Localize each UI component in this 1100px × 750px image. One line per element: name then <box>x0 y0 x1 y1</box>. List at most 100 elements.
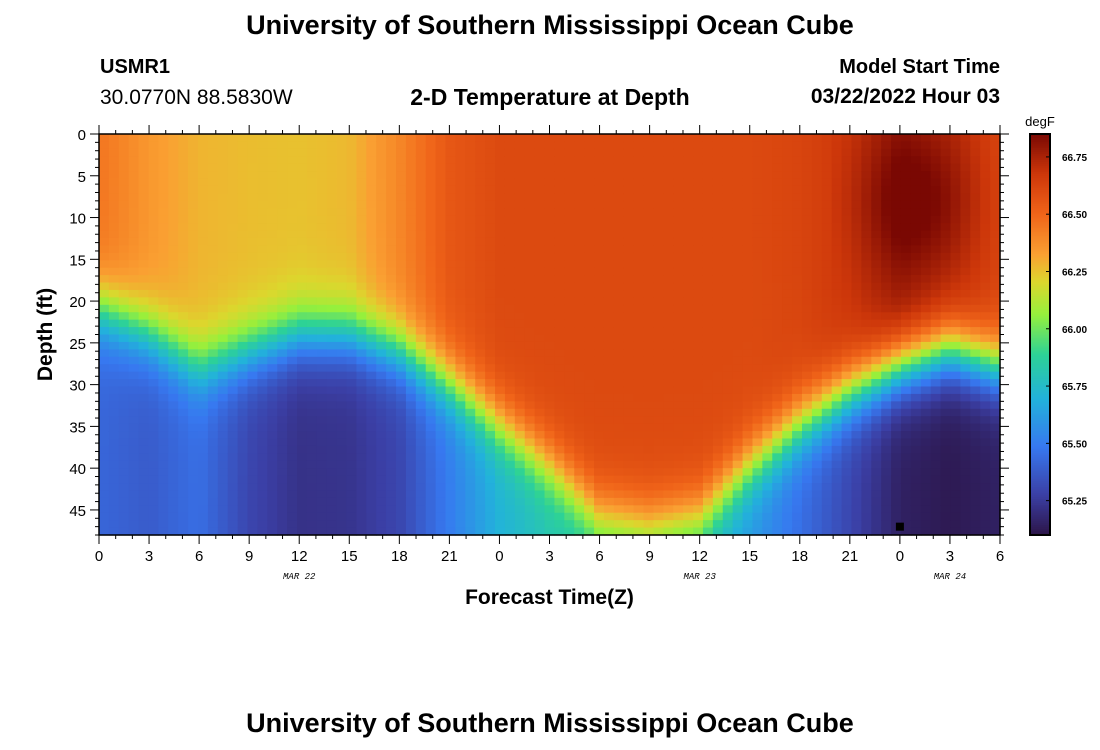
heatmap-cell <box>821 349 833 358</box>
heatmap-cell <box>227 356 239 365</box>
heatmap-cell <box>514 267 526 276</box>
heatmap-cell <box>465 520 476 529</box>
heatmap-cell <box>930 141 942 150</box>
heatmap-cell <box>752 148 763 157</box>
heatmap-cell <box>673 260 684 269</box>
heatmap-cell <box>534 512 546 521</box>
heatmap-cell <box>722 483 734 492</box>
heatmap-cell <box>683 282 694 291</box>
heatmap-cell <box>881 327 892 336</box>
heatmap-cell <box>405 371 417 380</box>
heatmap-cell <box>108 148 120 157</box>
heatmap-cell <box>396 304 407 313</box>
heatmap-cell <box>554 490 565 499</box>
heatmap-cell <box>821 260 833 269</box>
heatmap-cell <box>445 327 457 336</box>
heatmap-cell <box>445 297 457 306</box>
heatmap-cell <box>960 148 971 157</box>
heatmap-cell <box>316 171 328 180</box>
heatmap-cell <box>603 379 615 388</box>
heatmap-cell <box>920 393 932 402</box>
heatmap-cell <box>237 297 249 306</box>
heatmap-cell <box>990 334 1001 343</box>
heatmap-cell <box>277 364 288 373</box>
heatmap-cell <box>356 215 367 224</box>
heatmap-cell <box>920 282 932 291</box>
heatmap-cell <box>910 356 922 365</box>
heatmap-cell <box>475 200 486 209</box>
heatmap-cell <box>881 349 892 358</box>
heatmap-cell <box>920 260 932 269</box>
heatmap-cell <box>346 483 358 492</box>
heatmap-cell <box>841 431 853 440</box>
heatmap-cell <box>960 460 971 469</box>
heatmap-cell <box>306 356 318 365</box>
heatmap-cell <box>821 460 833 469</box>
heatmap-cell <box>158 438 169 447</box>
heatmap-cell <box>465 379 476 388</box>
heatmap-cell <box>485 208 496 217</box>
heatmap-cell <box>376 200 387 209</box>
heatmap-cell <box>534 453 546 462</box>
heatmap-cell <box>762 282 773 291</box>
heatmap-cell <box>930 379 942 388</box>
heatmap-cell <box>326 356 338 365</box>
heatmap-cell <box>366 260 377 269</box>
heatmap-cell <box>861 423 872 432</box>
heatmap-cell <box>504 341 516 350</box>
heatmap-cell <box>108 171 120 180</box>
heatmap-cell <box>722 438 734 447</box>
heatmap-cell <box>257 423 268 432</box>
heatmap-cell <box>217 275 229 284</box>
heatmap-cell <box>742 490 754 499</box>
heatmap-cell <box>792 245 803 254</box>
heatmap-cell <box>950 275 961 284</box>
heatmap-cell <box>831 200 843 209</box>
heatmap-cell <box>168 364 179 373</box>
heatmap-cell <box>673 275 684 284</box>
heatmap-cell <box>287 208 298 217</box>
heatmap-cell <box>257 438 268 447</box>
heatmap-cell <box>356 319 367 328</box>
heatmap-cell <box>673 379 684 388</box>
heatmap-cell <box>603 423 615 432</box>
heatmap-cell <box>227 171 239 180</box>
heatmap-cell <box>564 193 575 202</box>
heatmap-cell <box>564 468 575 477</box>
heatmap-cell <box>653 393 664 402</box>
heatmap-cell <box>376 527 387 536</box>
heatmap-cell <box>702 289 714 298</box>
heatmap-cell <box>871 252 882 261</box>
heatmap-cell <box>881 171 892 180</box>
heatmap-cell <box>148 341 160 350</box>
heatmap-cell <box>524 393 536 402</box>
heatmap-cell <box>851 431 862 440</box>
heatmap-cell <box>158 364 169 373</box>
heatmap-cell <box>811 245 823 254</box>
heatmap-cell <box>801 163 813 172</box>
heatmap-cell <box>99 237 110 246</box>
heatmap-cell <box>663 393 674 402</box>
heatmap-cell <box>762 334 773 343</box>
heatmap-cell <box>900 178 912 187</box>
heatmap-cell <box>554 260 565 269</box>
heatmap-cell <box>316 520 328 529</box>
heatmap-cell <box>554 408 565 417</box>
heatmap-cell <box>188 445 199 454</box>
heatmap-cell <box>712 230 724 239</box>
heatmap-cell <box>831 475 843 484</box>
heatmap-cell <box>534 163 546 172</box>
heatmap-cell <box>633 148 645 157</box>
heatmap-cell <box>267 171 278 180</box>
heatmap-cell <box>138 178 150 187</box>
heatmap-cell <box>831 134 843 143</box>
heatmap-cell <box>148 171 160 180</box>
heatmap-cell <box>396 327 407 336</box>
heatmap-cell <box>178 134 189 143</box>
heatmap-cell <box>514 460 526 469</box>
heatmap-cell <box>752 431 763 440</box>
heatmap-cell <box>227 141 239 150</box>
heatmap-cell <box>237 371 249 380</box>
heatmap-cell <box>465 171 476 180</box>
heatmap-cell <box>841 312 853 321</box>
